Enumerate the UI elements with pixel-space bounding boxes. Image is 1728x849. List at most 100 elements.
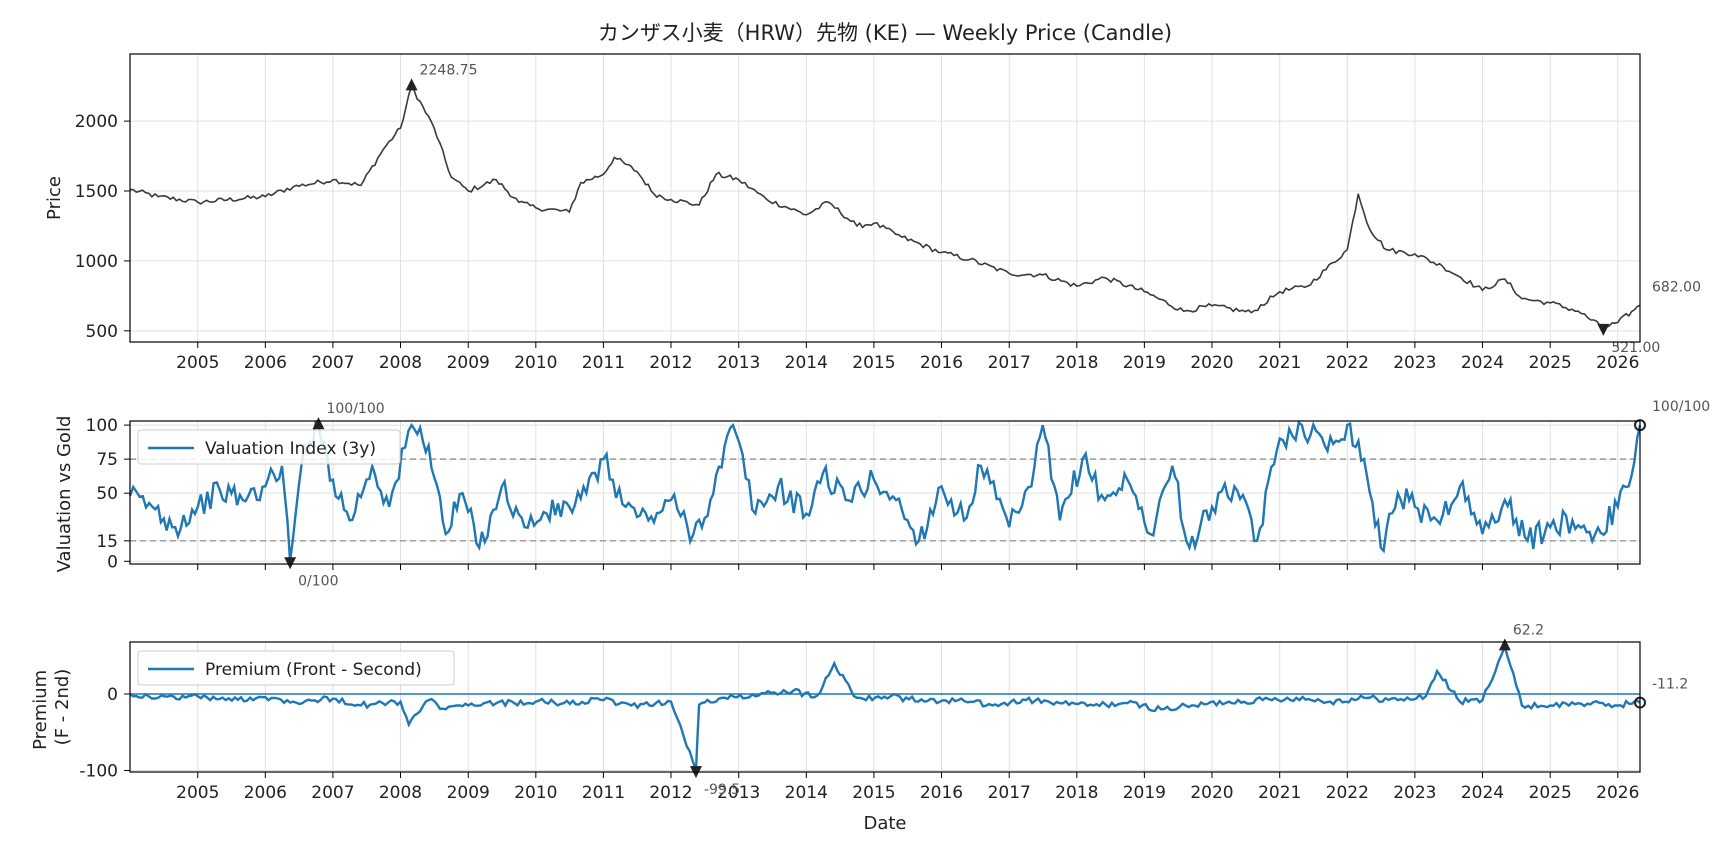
x-tick-label: 2022 <box>1326 353 1369 373</box>
x-tick-label: 2009 <box>447 353 490 373</box>
x-tick-label: 2012 <box>649 783 692 803</box>
max-marker <box>405 78 418 91</box>
y-tick-label: 75 <box>96 450 118 470</box>
chart-title: カンザス小麦（HRW）先物 (KE) — Weekly Price (Candl… <box>598 21 1172 45</box>
price-series-line <box>130 84 1641 329</box>
premium-x-axis-label: Date <box>863 813 906 834</box>
x-tick-label: 2006 <box>244 783 287 803</box>
x-tick-label: 2018 <box>1055 783 1098 803</box>
premium-x-ticks: 2005 2006 2007 2008 2009 2010 2011 2012 2013 2014… <box>176 772 1639 803</box>
x-tick-label: 2019 <box>1123 783 1166 803</box>
x-tick-label: 2016 <box>920 353 963 373</box>
x-tick-label: 2015 <box>852 353 895 373</box>
x-tick-label: 2025 <box>1529 783 1572 803</box>
x-tick-label: 2019 <box>1123 353 1166 373</box>
premium-y-axis-label-line2: (F - 2nd) <box>52 669 73 746</box>
x-tick-label: 2020 <box>1190 353 1233 373</box>
x-tick-label: 2020 <box>1190 783 1233 803</box>
y-tick-label: 0 <box>107 552 118 572</box>
valuation-y-ticks: 015 50 75 100 <box>86 416 130 572</box>
x-tick-label: 2017 <box>988 783 1031 803</box>
x-tick-label: 2009 <box>447 783 490 803</box>
valuation-x-ticks <box>197 564 1619 570</box>
x-tick-label: 2005 <box>176 783 219 803</box>
price-annotations: 2248.75 521.00 682.00 <box>405 62 1701 356</box>
premium-panel: 2005 2006 2007 2008 2009 2010 2011 2012 2013 2014… <box>30 622 1688 834</box>
x-tick-label: 2024 <box>1461 353 1504 373</box>
min-marker <box>284 557 297 570</box>
x-tick-label: 2008 <box>379 353 422 373</box>
annotation-label: 521.00 <box>1611 340 1660 356</box>
premium-legend: Premium (Front - Second) <box>137 650 455 686</box>
annotation-label: 682.00 <box>1652 279 1701 295</box>
premium-series-line <box>129 642 1641 771</box>
max-marker <box>1498 638 1511 651</box>
x-tick-label: 2008 <box>379 783 422 803</box>
y-tick-label: 50 <box>96 484 118 504</box>
premium-plot-frame <box>129 641 1641 773</box>
x-tick-label: 2021 <box>1258 783 1301 803</box>
x-tick-label: 2015 <box>852 783 895 803</box>
x-tick-label: 2007 <box>311 783 354 803</box>
price-plot-frame <box>129 53 1641 343</box>
annotation-label: 62.2 <box>1513 622 1544 638</box>
max-marker <box>312 417 325 430</box>
x-tick-label: 2011 <box>582 353 625 373</box>
x-tick-label: 2006 <box>244 353 287 373</box>
x-tick-label: 2010 <box>514 353 557 373</box>
valuation-annotations: 100/100 0/100 100/100 <box>284 399 1710 589</box>
valuation-legend-box <box>137 429 401 465</box>
min-marker <box>1597 323 1610 336</box>
annotation-label: 100/100 <box>326 401 384 417</box>
premium-legend-box <box>137 650 455 686</box>
x-tick-label: 2017 <box>988 353 1031 373</box>
annotation-label: -99.5 <box>704 782 740 798</box>
annotation-label: 100/100 <box>1652 399 1710 415</box>
x-tick-label: 2026 <box>1596 353 1639 373</box>
valuation-legend: Valuation Index (3y) <box>137 429 401 465</box>
x-tick-label: 2014 <box>785 353 828 373</box>
valuation-legend-label: Valuation Index (3y) <box>205 439 376 459</box>
x-tick-label: 2021 <box>1258 353 1301 373</box>
y-tick-label: 0 <box>107 685 118 705</box>
x-tick-label: 2016 <box>920 783 963 803</box>
x-tick-label: 2024 <box>1461 783 1504 803</box>
x-tick-label: 2012 <box>649 353 692 373</box>
y-tick-label: 100 <box>86 416 118 436</box>
premium-y-ticks: -100 0 <box>79 685 130 781</box>
x-tick-label: 2013 <box>717 783 760 803</box>
x-tick-label: 2010 <box>514 783 557 803</box>
x-tick-label: 2013 <box>717 353 760 373</box>
valuation-panel: 015 50 75 100 100/100 0/100 100/100 Valuation… <box>54 399 1710 589</box>
x-tick-label: 2026 <box>1596 783 1639 803</box>
x-tick-label: 2018 <box>1055 353 1098 373</box>
x-tick-label: 2005 <box>176 353 219 373</box>
x-tick-label: 2011 <box>582 783 625 803</box>
premium-y-axis-label: Premium (F - 2nd) <box>30 664 73 750</box>
x-tick-label: 2023 <box>1393 783 1436 803</box>
valuation-plot-frame <box>129 420 1641 565</box>
premium-annotations: 62.2 -99.5 -11.2 <box>689 622 1688 798</box>
x-tick-label: 2022 <box>1326 783 1369 803</box>
annotation-label: 0/100 <box>298 573 338 589</box>
y-tick-label: 15 <box>96 532 118 552</box>
premium-y-axis-label-line1: Premium <box>30 670 51 750</box>
y-tick-label: 500 <box>86 322 118 342</box>
price-grid <box>130 54 1640 342</box>
price-panel: 2005 2006 2007 2008 2009 2010 2011 2012 2013 2014… <box>44 53 1701 373</box>
y-tick-label: 1000 <box>75 252 118 272</box>
valuation-y-axis-label: Valuation vs Gold <box>54 416 75 573</box>
y-tick-label: 2000 <box>75 112 118 132</box>
price-y-ticks: 500 1000 1500 2000 <box>75 112 130 342</box>
x-tick-label: 2025 <box>1529 353 1572 373</box>
y-tick-label: -100 <box>79 761 118 781</box>
y-tick-label: 1500 <box>75 182 118 202</box>
x-tick-label: 2023 <box>1393 353 1436 373</box>
price-y-axis-label: Price <box>44 176 65 220</box>
premium-legend-label: Premium (Front - Second) <box>205 660 422 680</box>
annotation-label: 2248.75 <box>420 62 478 78</box>
x-tick-label: 2007 <box>311 353 354 373</box>
valuation-series-line <box>128 419 1642 562</box>
price-x-ticks: 2005 2006 2007 2008 2009 2010 2011 2012 2013 2014… <box>176 342 1639 373</box>
